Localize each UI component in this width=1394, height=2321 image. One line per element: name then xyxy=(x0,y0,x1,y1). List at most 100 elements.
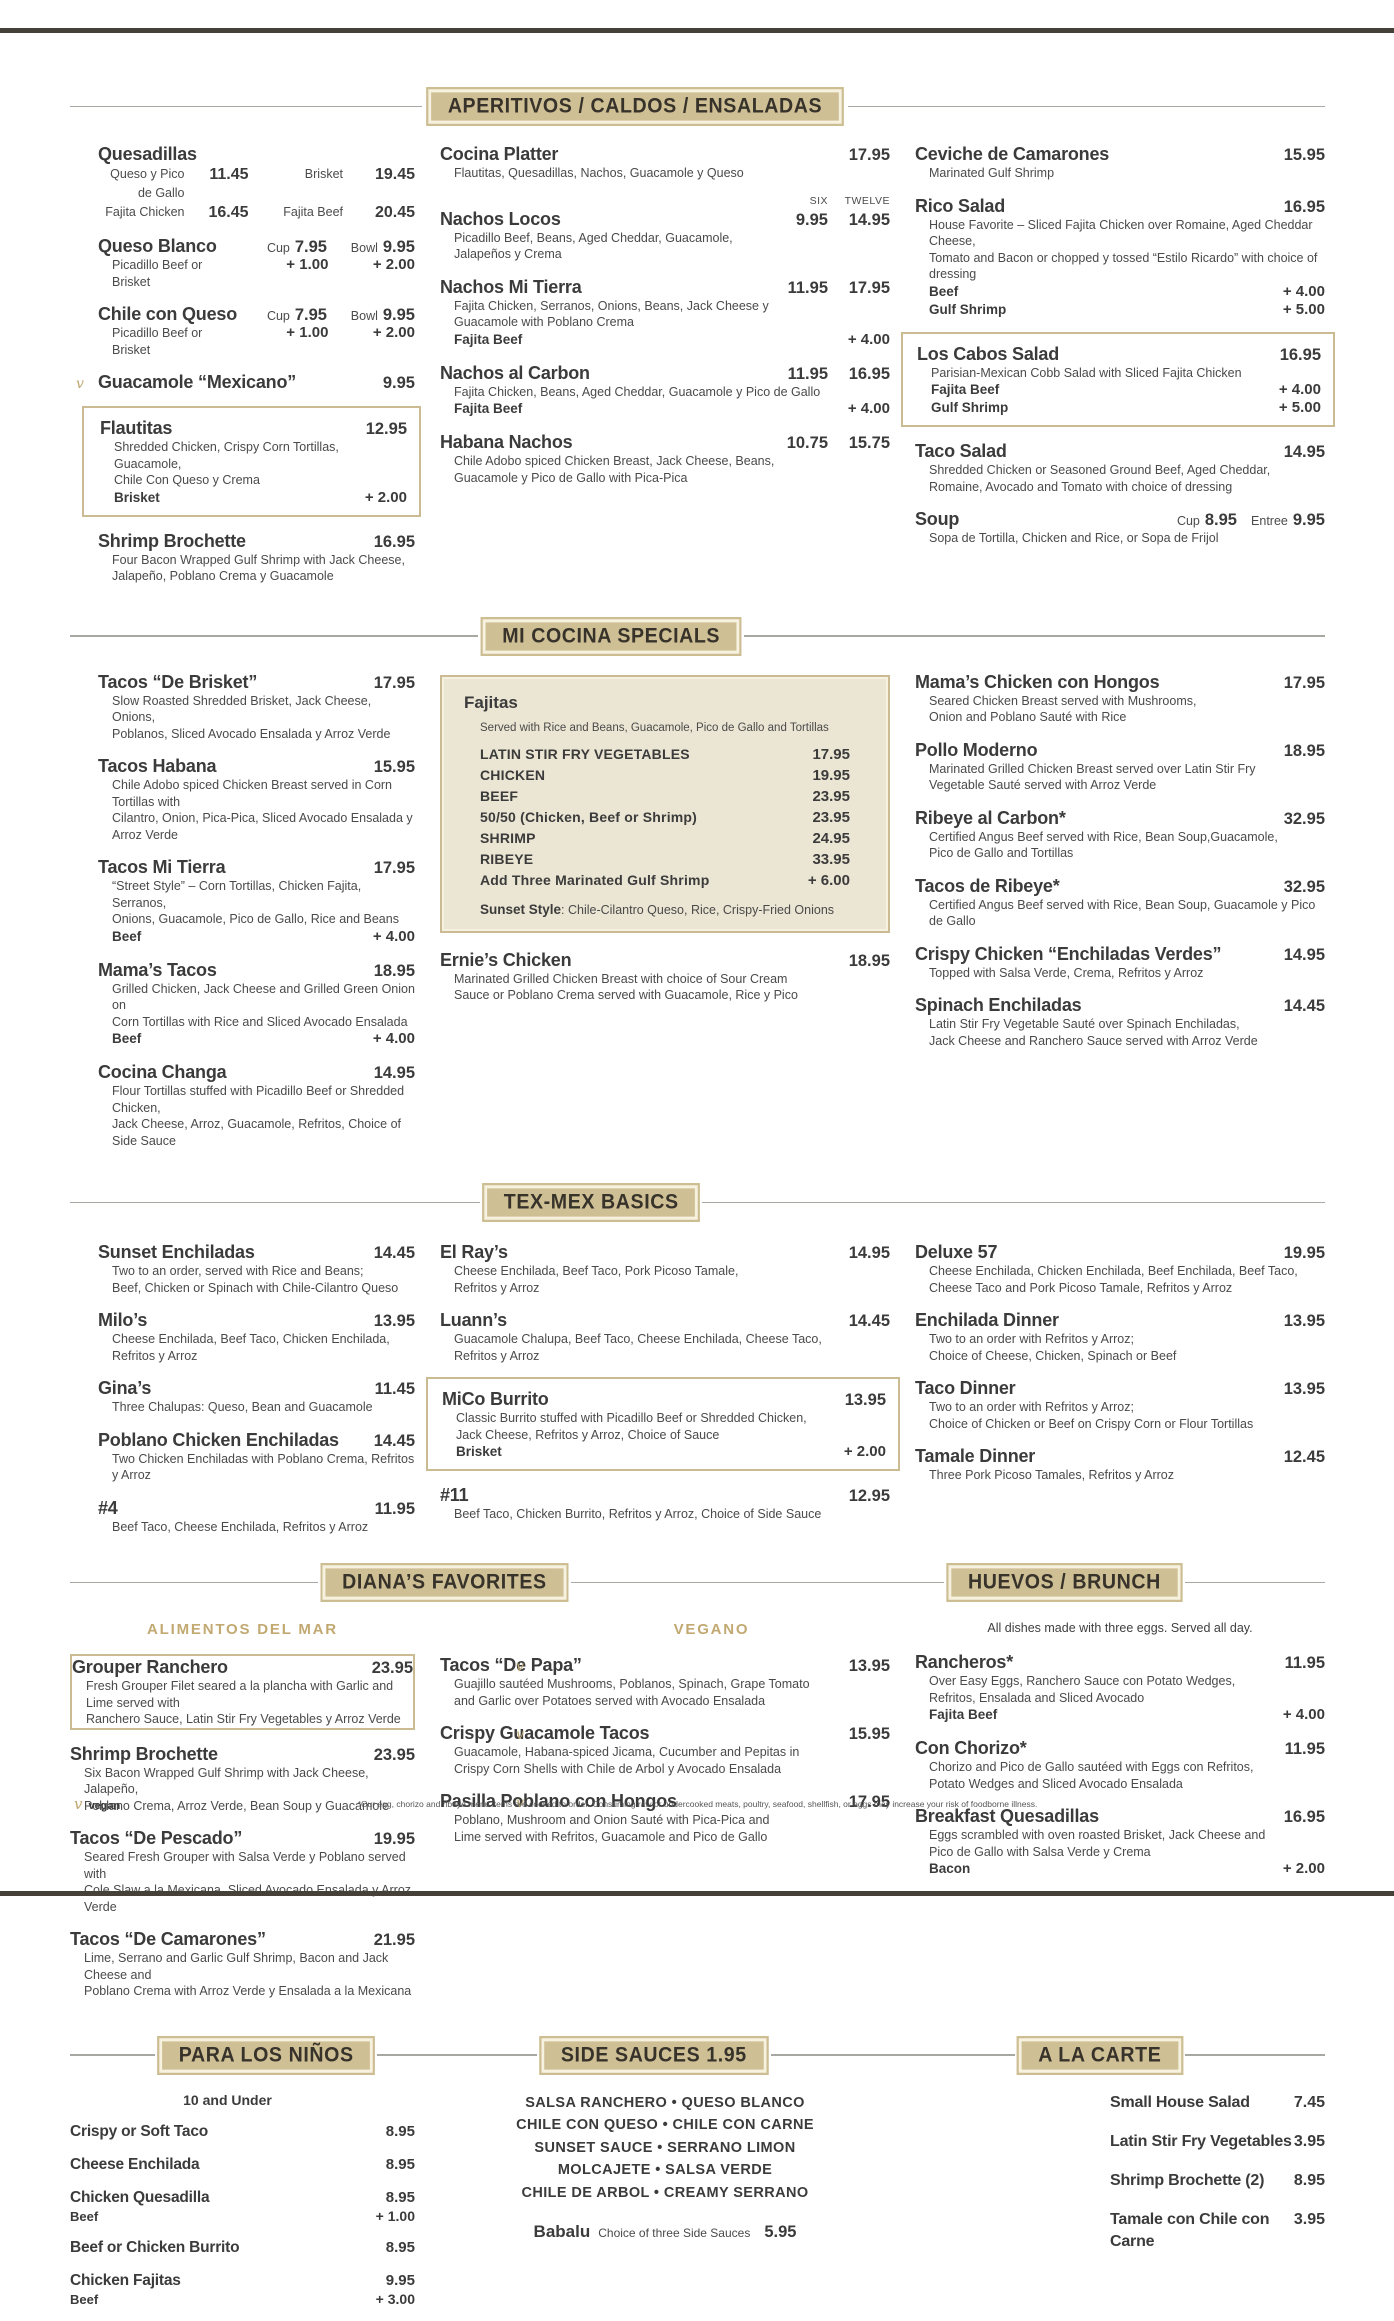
menu-item: Cocina Changa 14.95 Flour Tortillas stuffe… xyxy=(70,1061,415,1149)
item-description-text: Refritos y Arroz xyxy=(454,1280,540,1295)
vegan-legend-label: vegan xyxy=(88,1800,121,1812)
item-description-text: Marinated Gulf Shrimp xyxy=(929,166,1055,180)
item-description: Cheese Enchilada, Chicken Enchilada, Bee… xyxy=(915,1263,1325,1280)
item-description-text: Chile Adobo spiced Chicken Breast served… xyxy=(112,778,393,809)
item-option-price: + 4.00 xyxy=(1282,1706,1325,1723)
item-description-text: Beef Taco, Chicken Burrito, Refritos y A… xyxy=(454,1507,822,1521)
item-header: Small House Salad 7.45 xyxy=(1110,2092,1325,2114)
item-description: Three Pork Picoso Tamales, Refritos y Ar… xyxy=(915,1467,1325,1484)
item-description-text: Crispy Corn Shells with Chile de Arbol y… xyxy=(454,1761,782,1776)
section-header-alacarte: A LA CARTE xyxy=(1017,2035,1184,2075)
subsection-header-vegano: VEGANO xyxy=(673,1621,750,1638)
item-description-text: Guacamole y Pico de Gallo with Pica-Pica xyxy=(454,470,688,485)
item-price-group: Cup 8.95 xyxy=(1149,511,1237,530)
item-addon-price: + 1.00 xyxy=(286,324,329,341)
item-description: Jack Cheese, Refritos y Arroz, Choice of… xyxy=(442,1427,886,1444)
item-description: Latin Stir Fry Vegetable Sauté over Spin… xyxy=(915,1016,1325,1033)
item-description-text: “Street Style” – Corn Tortillas, Chicken… xyxy=(112,879,362,910)
item-description: Poblano Crema with Arroz Verde y Ensalad… xyxy=(70,1983,415,2000)
item-description-text: Cheese Enchilada, Chicken Enchilada, Bee… xyxy=(929,1264,1298,1278)
section-header-row-dianas-huevos: DIANA’S FAVORITES HUEVOS / BRUNCH xyxy=(70,1563,1325,1602)
item-description: Two Chicken Enchiladas with Poblano Crem… xyxy=(98,1451,415,1484)
item-description: Fresh Grouper Filet seared a la plancha … xyxy=(72,1678,413,1711)
item-description: Served with Rice and Beans, Guacamole, P… xyxy=(480,721,829,734)
item-description-text: Cheese Taco and Pork Picoso Tamale, Refr… xyxy=(929,1280,1233,1295)
item-description: Classic Burrito stuffed with Picadillo B… xyxy=(442,1410,886,1427)
item-name: Babalu xyxy=(533,2222,591,2241)
item-price: 19.95 xyxy=(1283,1244,1325,1262)
item-price-label: Cup xyxy=(266,309,290,323)
vegan-icon: v xyxy=(76,376,84,392)
item-header: Rancheros* 11.95 xyxy=(915,1651,1325,1673)
disclaimer-text: *Our egg, chorizo and ribeye menu items … xyxy=(357,1799,1038,1809)
item-description: Fajita Chicken, Beans, Aged Cheddar, Gua… xyxy=(440,384,890,401)
item-option-name: Beef xyxy=(929,283,959,299)
price-row-label: Brisket xyxy=(304,167,343,181)
item-name: Gina’s xyxy=(98,1378,152,1398)
divider-line xyxy=(70,1581,318,1584)
section-cocina-specials: Tacos “De Brisket” 17.95 Slow Roasted Shre… xyxy=(70,671,1325,1163)
item-header: Gina’s 11.45 xyxy=(98,1377,415,1399)
item-price: 20.45 xyxy=(374,204,415,221)
item-name: Tacos “De Pescado” xyxy=(70,1828,243,1848)
menu-item: Ernie’s Chicken 18.95 Marinated Grilled Ch… xyxy=(440,949,890,1004)
item-name: Tacos Habana xyxy=(98,756,217,776)
section-header-row-texmex: TEX-MEX BASICS xyxy=(70,1183,1325,1222)
item-name: Cocina Platter xyxy=(440,144,559,164)
column-ensaladas: Ceviche de Camarones 15.95 Marinated Gulf … xyxy=(901,143,1335,598)
item-header: Nachos Mi Tierra 11.95 17.95 xyxy=(440,276,890,298)
ninos-note: 10 and Under xyxy=(183,2091,272,2108)
item-price: 11.95 xyxy=(787,278,828,297)
item-header: Crispy Chicken “Enchiladas Verdes” 14.95 xyxy=(915,943,1325,965)
item-price: 5.95 xyxy=(764,2223,797,2241)
item-name: v Guacamole “Mexicano” xyxy=(76,371,383,393)
column-ninos: 10 and Under Crispy or Soft Taco 8.95 Chee… xyxy=(70,2092,415,2321)
menu-item: SIX TWELVE Nachos Locos 9.95 14.95 Picadillo … xyxy=(440,195,890,263)
item-name: Crispy or Soft Taco xyxy=(70,2122,209,2140)
item-price: 12.95 xyxy=(365,420,407,438)
item-header: Shrimp Brochette (2) 8.95 xyxy=(1110,2170,1325,2192)
item-addon-price: + 2.00 xyxy=(372,256,415,273)
fajitas-row: RIBEYE 33.95 xyxy=(464,849,850,870)
menu-item: Chicken Fajitas 9.95 Beef + 3.00 xyxy=(70,2271,415,2308)
item-option-name: Beef xyxy=(70,2208,99,2224)
item-description: Choice of Cheese, Chicken, Spinach or Be… xyxy=(915,1348,1325,1365)
item-name: Grouper Ranchero xyxy=(72,1657,228,1677)
item-description: Pico de Gallo with Salsa Verde y Crema xyxy=(915,1844,1325,1861)
item-description-text: Beef Taco, Cheese Enchilada, Refritos y … xyxy=(112,1519,369,1534)
item-description: Over Easy Eggs, Ranchero Sauce con Potat… xyxy=(915,1673,1325,1690)
item-name: MiCo Burrito xyxy=(442,1389,549,1409)
item-header: Tacos de Ribeye* 32.95 xyxy=(915,875,1325,897)
item-description: Onions, Guacamole, Pico de Gallo, Rice a… xyxy=(98,911,415,928)
item-name: SHRIMP xyxy=(480,829,536,846)
item-header: Crispy or Soft Taco 8.95 xyxy=(70,2122,415,2142)
item-header: v Pasilla Poblano con Hongos 17.95 xyxy=(440,1790,890,1812)
item-option: Beef + 4.00 xyxy=(98,928,415,946)
column-alacarte: Small House Salad 7.45 Latin Stir Fry Vege… xyxy=(915,2092,1325,2321)
menu-item: Chicken Quesadilla 8.95 Beef + 1.00 xyxy=(70,2188,415,2225)
item-name: Ceviche de Camarones xyxy=(915,144,1110,164)
divider-line xyxy=(70,105,422,108)
item-header: v Crispy Guacamole Tacos 15.95 xyxy=(440,1722,890,1744)
menu-item: Mama’s Chicken con Hongos 17.95 Seared Chi… xyxy=(915,671,1325,726)
section-header-ninos: PARA LOS NIÑOS xyxy=(157,2035,376,2075)
item-price: 33.95 xyxy=(812,850,850,868)
item-header: Cocina Changa 14.95 xyxy=(98,1061,415,1083)
item-header: Nachos al Carbon 11.95 16.95 xyxy=(440,362,890,384)
menu-item: Los Cabos Salad 16.95 Parisian-Mexican Cob… xyxy=(901,331,1335,427)
item-description-text: Pico de Gallo and Tortillas xyxy=(929,846,1074,860)
bottom-border xyxy=(0,1891,1394,1896)
menu-item: Tacos de Ribeye* 32.95 Certified Angus Bee… xyxy=(915,875,1325,930)
item-description-text: Jalapeño, Poblano Crema y Guacamole xyxy=(112,569,334,583)
item-description: Topped with Salsa Verde, Crema, Refritos… xyxy=(915,965,1325,982)
column-cocina-right: Mama’s Chicken con Hongos 17.95 Seared Chi… xyxy=(915,671,1325,1163)
menu-item: Habana Nachos 10.75 15.75 Chile Adobo spice… xyxy=(440,431,890,486)
item-option: Brisket + 2.00 xyxy=(100,489,407,507)
menu-item: #11 12.95 Beef Taco, Chicken Burrito, Refr… xyxy=(440,1484,890,1523)
item-header: MiCo Burrito 13.95 xyxy=(442,1388,886,1410)
item-option: Bacon + 2.00 xyxy=(915,1860,1325,1878)
item-description: Beef Taco, Cheese Enchilada, Refritos y … xyxy=(98,1519,415,1536)
item-price: 16.95 xyxy=(1283,197,1325,216)
item-price: 17.95 xyxy=(373,859,415,877)
item-description: Tomato and Bacon or chopped y tossed “Es… xyxy=(915,250,1325,283)
